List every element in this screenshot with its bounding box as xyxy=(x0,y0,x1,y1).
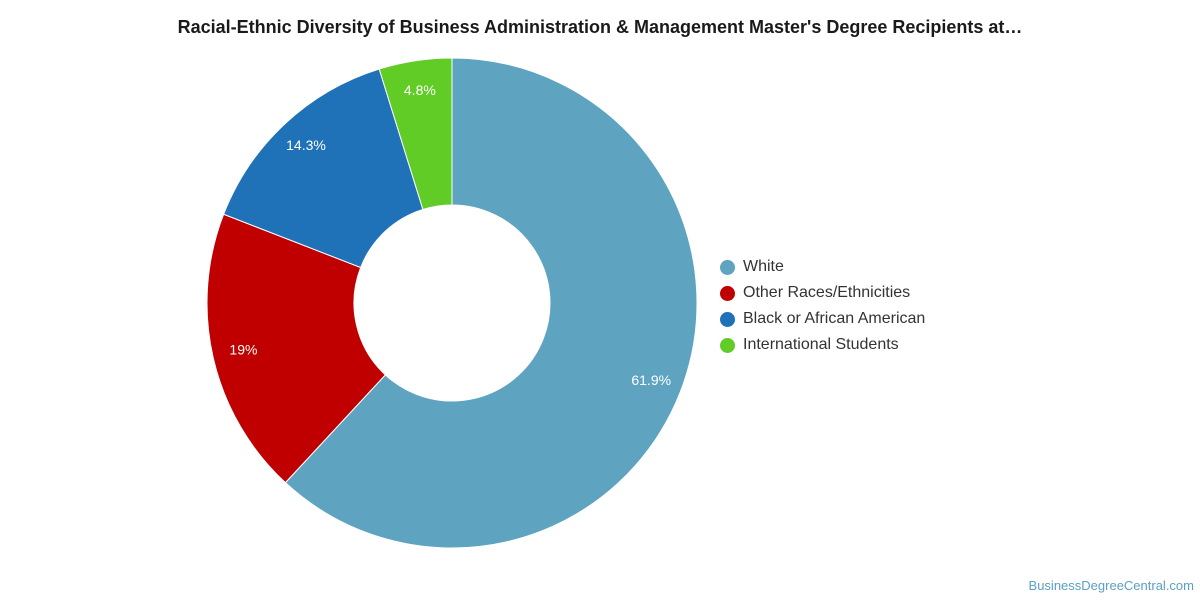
legend-label-black: Black or African American xyxy=(743,310,926,327)
slice-label-black: 14.3% xyxy=(286,137,326,153)
legend-swatch-black xyxy=(720,311,735,327)
legend-swatch-white xyxy=(720,259,735,275)
slice-black[interactable] xyxy=(222,68,424,269)
legend-label-white: White xyxy=(743,258,784,275)
slice-label-white: 61.9% xyxy=(631,372,671,388)
legend-item-white[interactable]: White xyxy=(720,254,925,280)
legend-item-black[interactable]: Black or African American xyxy=(720,306,925,332)
legend-item-international[interactable]: International Students xyxy=(720,332,925,358)
slice-label-international: 4.8% xyxy=(404,82,436,98)
legend-label-other-races: Other Races/Ethnicities xyxy=(743,284,911,301)
slice-international[interactable] xyxy=(378,57,453,211)
legend-swatch-international xyxy=(720,337,735,353)
slice-other-races[interactable] xyxy=(206,213,387,484)
chart-title: Racial-Ethnic Diversity of Business Admi… xyxy=(177,17,1023,37)
legend-item-other-races[interactable]: Other Races/Ethnicities xyxy=(720,280,925,306)
legend-swatch-other-races xyxy=(720,285,735,301)
watermark: BusinessDegreeCentral.com xyxy=(1028,578,1194,593)
chart-legend: White Other Races/Ethnicities Black or A… xyxy=(720,254,925,358)
slice-white[interactable] xyxy=(284,57,698,549)
slice-label-other-races: 19% xyxy=(229,342,257,358)
legend-label-international: International Students xyxy=(743,336,899,353)
